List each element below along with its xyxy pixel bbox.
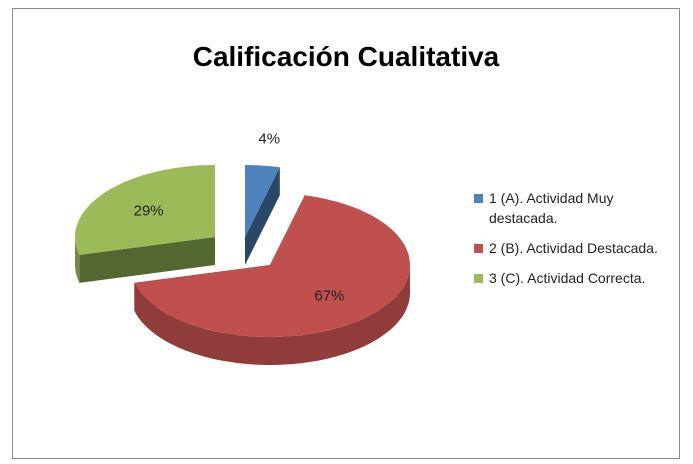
legend-swatch <box>474 244 483 253</box>
slice-top <box>245 165 280 237</box>
chart-frame <box>12 8 680 459</box>
chart-title: Calificación Cualitativa <box>193 41 500 72</box>
legend-item: 1 (A). Actividad Muy destacada. <box>474 188 679 228</box>
data-label: 29% <box>134 203 164 220</box>
pie-slice <box>245 165 280 265</box>
legend-item: 2 (B). Actividad Destacada. <box>474 238 679 258</box>
slice-side <box>79 237 215 283</box>
legend-swatch <box>474 194 483 203</box>
legend-label: 3 (C). Actividad Correcta. <box>489 270 646 286</box>
legend-swatch <box>474 274 483 283</box>
slice-top <box>134 195 410 337</box>
legend-item: 3 (C). Actividad Correcta. <box>474 268 679 288</box>
data-label: 67% <box>314 288 344 305</box>
pie-slice <box>75 165 215 283</box>
data-label: 4% <box>258 130 280 147</box>
legend-label: 1 (A). Actividad Muy destacada. <box>489 190 614 226</box>
legend-label: 2 (B). Actividad Destacada. <box>489 240 658 256</box>
pie-slice <box>134 195 410 365</box>
slice-wall <box>134 265 410 365</box>
slice-side <box>245 167 280 265</box>
slice-wall <box>75 237 80 283</box>
legend: 1 (A). Actividad Muy destacada. 2 (B). Ac… <box>474 188 679 298</box>
slice-top <box>75 165 215 255</box>
